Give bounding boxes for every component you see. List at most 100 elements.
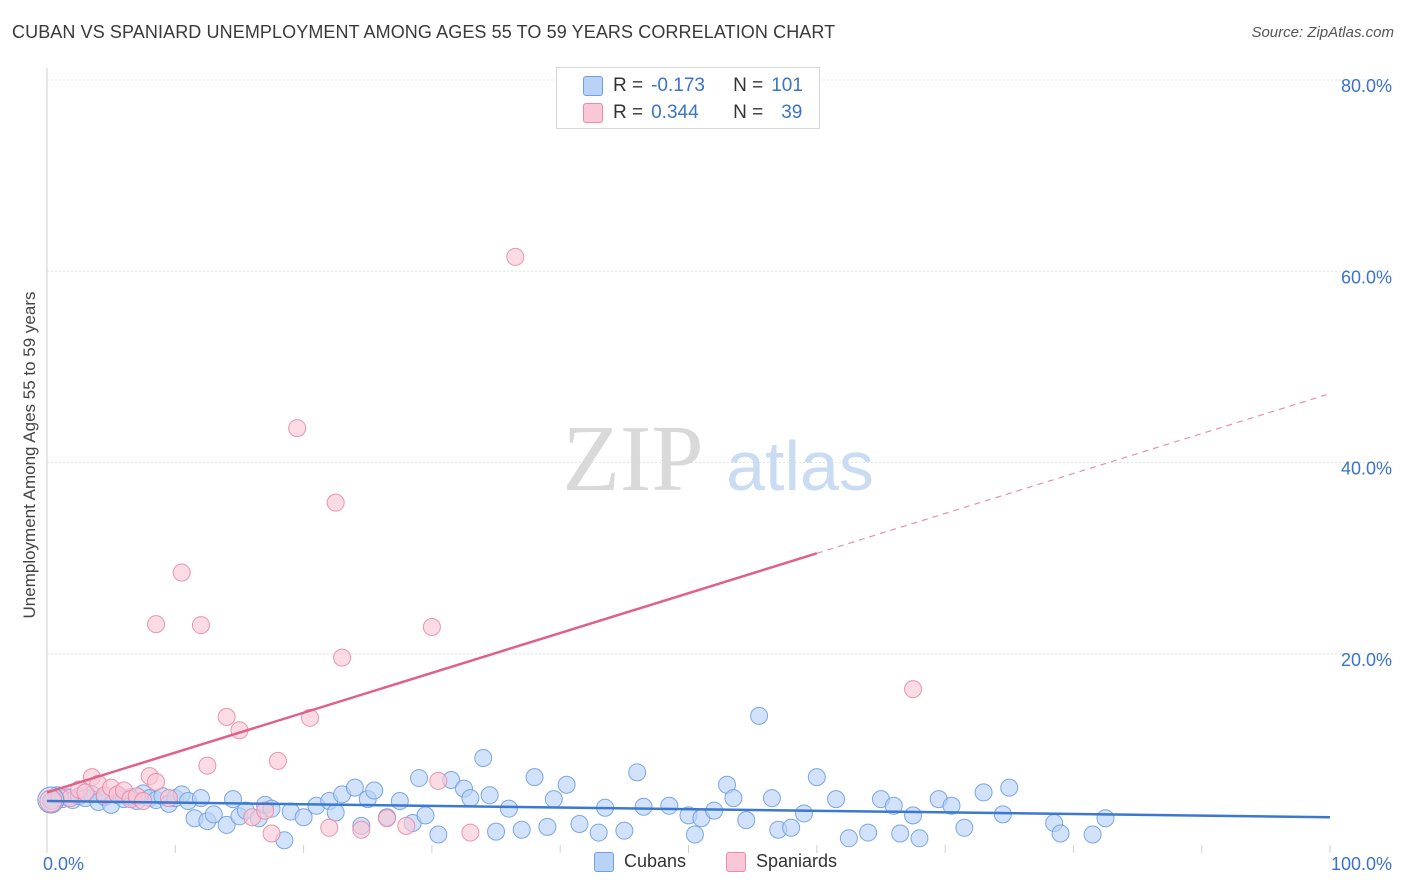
cuban-point [512, 820, 531, 839]
r-label: R = [613, 102, 644, 123]
cuban-point [724, 789, 743, 808]
spaniard-point [506, 247, 525, 266]
chart-title: CUBAN VS SPANIARD UNEMPLOYMENT AMONG AGE… [12, 22, 836, 42]
cuban-point [326, 803, 345, 822]
spaniard-point [159, 789, 178, 808]
y-tick-label: 40.0% [1341, 459, 1392, 479]
cuban-point [660, 796, 679, 815]
cuban-point [827, 790, 846, 809]
cuban-point [634, 797, 653, 816]
spaniard-point [429, 771, 448, 790]
source-label: Source: ZipAtlas.com [1251, 24, 1394, 41]
cuban-point [345, 778, 364, 797]
spaniard-trend-line [46, 552, 818, 794]
cuban-point [628, 763, 647, 782]
y-tick-label: 20.0% [1341, 650, 1392, 670]
spaniard-point [191, 616, 210, 635]
spaniard-point [217, 707, 236, 726]
cuban-point [891, 824, 910, 843]
y-tick-label: 60.0% [1341, 267, 1392, 287]
legend-label: Cubans [624, 851, 687, 871]
cuban-point [204, 805, 223, 824]
spaniard-point [147, 615, 166, 634]
cuban-point [884, 796, 903, 815]
cuban-point [538, 817, 557, 836]
cuban-point [544, 790, 563, 809]
cuban-point [942, 796, 961, 815]
cuban-point [1051, 824, 1070, 843]
legend-item-cubans: Cubans [594, 851, 686, 872]
n-label: N = [733, 102, 764, 123]
spaniard-point [904, 680, 923, 699]
cuban-point [974, 783, 993, 802]
cuban-point [955, 818, 974, 837]
cuban-point [416, 806, 435, 825]
cuban-point [794, 804, 813, 823]
spaniard-point [198, 756, 217, 775]
spaniard-point [147, 772, 166, 791]
cuban-point [910, 829, 929, 848]
y-tick-label: 80.0% [1341, 76, 1392, 96]
spaniard-point [320, 818, 339, 837]
series-legend: Cubans Spaniards [0, 851, 1406, 879]
cuban-point [461, 789, 480, 808]
cuban-trend-line [46, 799, 1331, 819]
cuban-point [365, 781, 384, 800]
spaniard-point [268, 751, 287, 770]
spaniard-point [377, 809, 396, 828]
legend-label: Spaniards [756, 851, 838, 871]
legend-row-spaniards: R = 0.344 N = 39 [557, 100, 802, 126]
x-tick-label: 100.0% [1331, 854, 1392, 874]
r-value: -0.173 [651, 75, 705, 96]
legend-row-cubans: R = -0.173 N = 101 [557, 73, 803, 99]
cuban-point [589, 823, 608, 842]
cubans-swatch [583, 76, 603, 96]
spaniard-point [172, 563, 191, 582]
legend-item-spaniards: Spaniards [726, 851, 837, 872]
cubans-swatch [594, 851, 614, 872]
cuban-point [762, 789, 781, 808]
spaniards-swatch [583, 103, 603, 123]
cuban-point [499, 799, 518, 818]
r-value: 0.344 [651, 102, 699, 123]
spaniard-point [461, 823, 480, 842]
spaniard-trend-extension [816, 393, 1331, 554]
spaniard-point [333, 648, 352, 667]
cuban-point [480, 786, 499, 805]
n-label: N = [733, 75, 764, 96]
cuban-point [1096, 809, 1115, 828]
spaniards-swatch [726, 851, 746, 872]
spaniard-point [301, 708, 320, 727]
cuban-point [474, 748, 493, 767]
cuban-point [1000, 778, 1019, 797]
cuban-point [807, 768, 826, 787]
watermark-atlas: atlas [726, 427, 874, 505]
cuban-point [615, 821, 634, 840]
watermark-zip: ZIP [563, 407, 704, 511]
cuban-point [487, 822, 506, 841]
spaniard-point [326, 493, 345, 512]
cuban-point [570, 814, 589, 833]
r-label: R = [613, 75, 644, 96]
correlation-legend: R = -0.173 N = 101 R = 0.344 N = 39 [556, 67, 820, 129]
spaniard-point [256, 801, 275, 820]
cuban-point [750, 706, 769, 725]
spaniard-point [422, 617, 441, 636]
x-tick-label: 0.0% [43, 854, 84, 874]
cuban-point [737, 811, 756, 830]
cuban-point [685, 825, 704, 844]
cuban-point [839, 829, 858, 848]
n-value: 39 [781, 102, 803, 123]
spaniard-point [352, 820, 371, 839]
cuban-point [1083, 825, 1102, 844]
cuban-point [525, 768, 544, 787]
cuban-point [859, 823, 878, 842]
cuban-point [557, 775, 576, 794]
cuban-point [390, 792, 409, 811]
spaniard-point [288, 419, 307, 438]
cuban-point [410, 769, 429, 788]
cuban-point [782, 818, 801, 837]
spaniard-point [262, 824, 281, 843]
cuban-point [904, 806, 923, 825]
